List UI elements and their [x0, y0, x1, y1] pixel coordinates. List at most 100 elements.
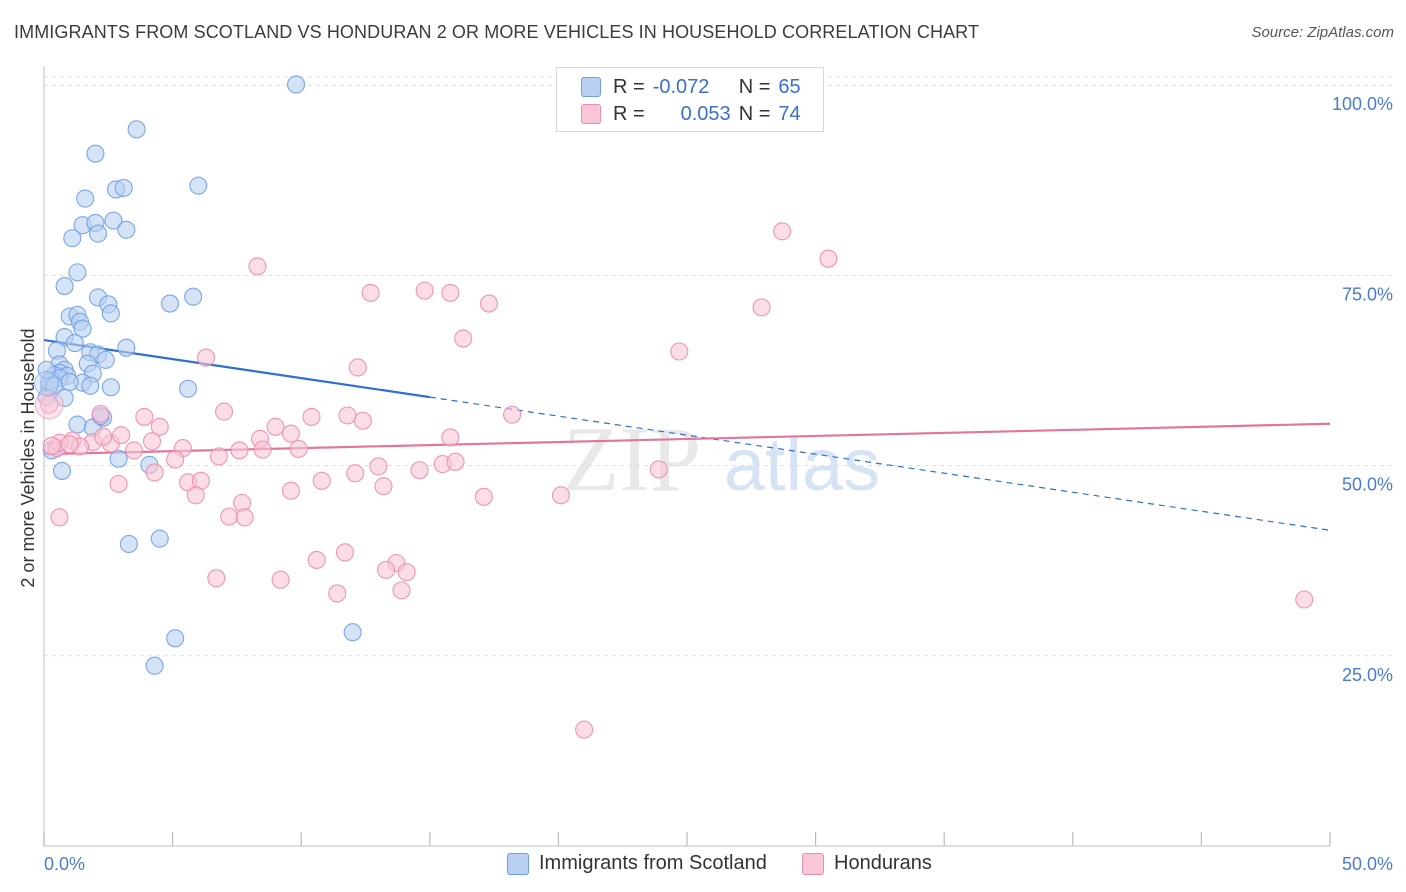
point-honduran: [312, 471, 331, 490]
point-honduran: [40, 395, 59, 414]
point-honduran: [361, 283, 380, 302]
point-honduran: [196, 348, 216, 367]
point-scotland: [65, 334, 84, 353]
point-honduran: [415, 281, 434, 300]
point-honduran: [307, 550, 326, 569]
point-honduran: [34, 390, 64, 420]
gridlines: [44, 76, 1392, 657]
point-scotland: [178, 379, 198, 398]
point-honduran: [392, 581, 411, 600]
point-honduran: [348, 358, 367, 377]
point-honduran: [410, 461, 429, 480]
point-honduran: [109, 474, 128, 493]
point-honduran: [281, 481, 300, 500]
x-tick-label: 0.0%: [44, 854, 85, 874]
point-honduran: [369, 457, 388, 476]
legend-r-value: -0.072: [652, 75, 710, 98]
point-scotland: [81, 376, 100, 395]
legend-r-label: R =: [613, 102, 645, 125]
point-honduran: [773, 222, 792, 241]
series-legend-scotland[interactable]: Immigrants from Scotland: [507, 852, 767, 875]
point-scotland: [117, 220, 136, 239]
point-scotland: [73, 319, 92, 338]
point-honduran: [166, 450, 185, 469]
y-tick-label: 25.0%: [1342, 665, 1393, 685]
point-honduran: [441, 283, 460, 302]
point-honduran: [150, 417, 169, 436]
point-honduran: [454, 329, 473, 348]
point-scotland: [343, 623, 362, 642]
point-honduran: [575, 720, 594, 739]
point-honduran: [819, 249, 838, 268]
point-scotland: [76, 189, 95, 208]
point-scotland: [86, 144, 105, 163]
point-honduran: [230, 441, 249, 460]
point-scotland: [166, 629, 185, 648]
point-honduran: [248, 257, 267, 276]
point-honduran: [145, 463, 164, 482]
point-scotland: [63, 229, 82, 248]
point-honduran: [377, 560, 396, 579]
point-scotland: [150, 529, 169, 548]
series-swatch-pink: [802, 852, 824, 875]
point-honduran: [328, 584, 347, 603]
legend-n-label: N =: [738, 75, 771, 98]
tick-labels: 25.0% 50.0% 75.0% 100.0% 0.0% 50.0%: [44, 94, 1393, 874]
point-honduran: [220, 507, 239, 526]
point-honduran: [397, 563, 416, 582]
point-honduran: [353, 411, 372, 430]
point-scotland: [114, 178, 133, 197]
legend-r-value: 0.053: [680, 102, 731, 125]
point-honduran: [135, 407, 154, 426]
legend-row-scotland: R = -0.072 N = 65: [581, 74, 801, 100]
legend-swatch-blue: [581, 77, 601, 97]
point-honduran: [752, 298, 771, 317]
trend-line-scotland: [43, 338, 430, 399]
point-honduran: [209, 447, 228, 466]
point-scotland: [55, 277, 74, 296]
point-honduran: [266, 417, 285, 436]
correlation-legend: R = -0.072 N = 65 R = 0.053 N = 74: [556, 67, 824, 132]
point-scotland: [60, 372, 79, 391]
point-scotland: [68, 263, 87, 282]
series-legend-label: Immigrants from Scotland: [539, 852, 767, 874]
point-scotland: [52, 461, 72, 480]
point-honduran: [91, 404, 110, 423]
point-honduran: [186, 486, 205, 505]
series-legend-label: Hondurans: [834, 852, 932, 874]
point-scotland: [101, 378, 120, 397]
point-honduran: [94, 427, 113, 446]
series-legend-hondurans[interactable]: Hondurans: [802, 852, 932, 875]
y-tick-label: 100.0%: [1332, 94, 1393, 114]
point-honduran: [112, 426, 131, 445]
watermark-zip: ZIP: [563, 408, 701, 510]
point-honduran: [235, 508, 254, 527]
point-scotland: [68, 415, 87, 434]
point-scotland: [37, 360, 56, 379]
data-points: [34, 75, 1314, 739]
point-honduran: [207, 569, 226, 588]
trend-line-scotland-extension: [429, 396, 1331, 531]
point-scotland: [119, 534, 138, 554]
point-honduran: [271, 570, 290, 589]
point-honduran: [1295, 590, 1314, 609]
point-scotland: [184, 287, 203, 306]
legend-n-value: 74: [778, 102, 801, 125]
legend-n-value: 65: [778, 75, 801, 98]
y-tick-label: 50.0%: [1342, 475, 1393, 495]
y-axis-label: 2 or more Vehicles in Household: [18, 328, 38, 587]
source-label: Source: ZipAtlas.com: [1251, 24, 1394, 41]
point-honduran: [335, 543, 354, 562]
point-honduran: [479, 294, 499, 313]
point-honduran: [670, 342, 689, 361]
legend-row-hondurans: R = 0.053 N = 74: [581, 101, 801, 127]
point-scotland: [88, 224, 108, 243]
point-scotland: [117, 338, 136, 357]
point-honduran: [338, 406, 357, 425]
point-scotland: [145, 656, 164, 675]
y-tick-label: 75.0%: [1342, 284, 1393, 304]
legend-n-label: N =: [738, 102, 771, 125]
point-honduran: [474, 487, 493, 506]
x-tick-label: 50.0%: [1342, 854, 1393, 874]
point-scotland: [109, 449, 128, 468]
